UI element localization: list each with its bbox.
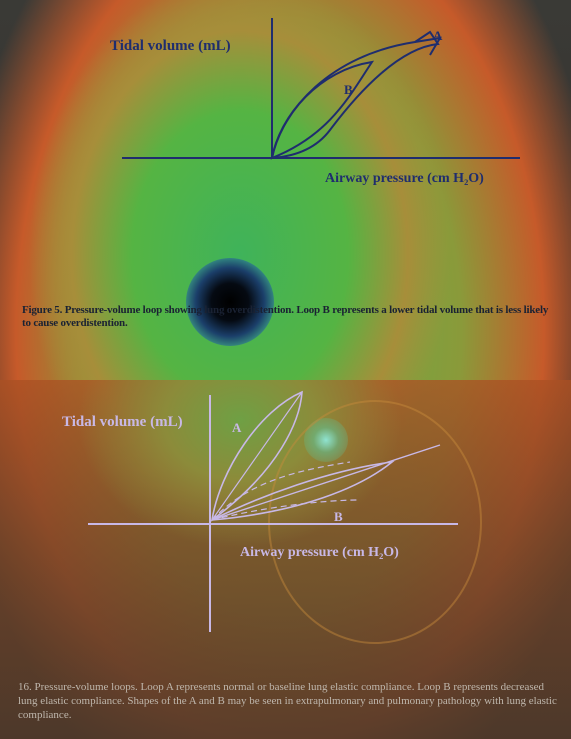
top-loop-a: [270, 30, 440, 160]
top-loop-a-tip: [414, 36, 442, 56]
bottom-loop-b-label: B: [334, 509, 343, 524]
top-figure-caption: Figure 5. Pressure-volume loop showing l…: [22, 304, 549, 329]
bottom-figure-caption: 16. Pressure-volume loops. Loop A repres…: [18, 681, 557, 721]
bottom-y-axis-label: Tidal volume (mL): [62, 414, 183, 430]
top-figure: Tidal volume (mL) Airway pressure (cm H₂…: [110, 18, 520, 186]
dark-spot-artifact: [186, 258, 274, 346]
bottom-dashed-curve-2: [211, 499, 361, 521]
bottom-dashed-curve-1: [211, 461, 351, 521]
bottom-loop-b-slope: [211, 444, 441, 521]
top-x-axis-label: Airway pressure (cm H₂O): [325, 171, 484, 186]
bottom-x-axis-label: Airway pressure (cm H₂O): [240, 545, 399, 560]
top-loop-a-label: A: [433, 28, 443, 43]
halo-ring-artifact: [268, 400, 482, 644]
bottom-loop-a-label: A: [232, 420, 242, 435]
bottom-figure: Tidal volume (mL) Airway pressure (cm H₂…: [62, 390, 458, 632]
bottom-loop-a-slope: [211, 391, 303, 521]
top-loop-b-label: B: [344, 82, 353, 97]
bottom-loop-b: [211, 460, 395, 521]
top-y-axis-label: Tidal volume (mL): [110, 38, 231, 54]
top-loop-b: [270, 60, 375, 160]
